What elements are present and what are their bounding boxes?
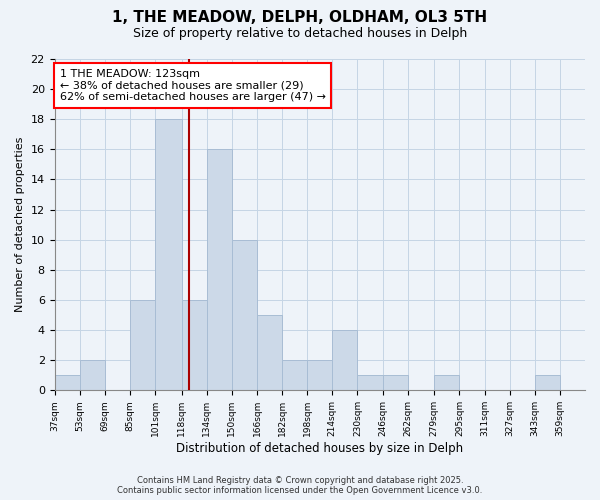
Bar — [232, 240, 257, 390]
Bar — [130, 300, 155, 390]
Bar — [358, 376, 383, 390]
Bar — [307, 360, 332, 390]
Text: 1 THE MEADOW: 123sqm
← 38% of detached houses are smaller (29)
62% of semi-detac: 1 THE MEADOW: 123sqm ← 38% of detached h… — [60, 69, 326, 102]
Y-axis label: Number of detached properties: Number of detached properties — [15, 137, 25, 312]
Bar — [257, 315, 282, 390]
Bar — [80, 360, 105, 390]
Bar — [155, 119, 182, 390]
Text: Contains HM Land Registry data © Crown copyright and database right 2025.
Contai: Contains HM Land Registry data © Crown c… — [118, 476, 482, 495]
Bar — [332, 330, 358, 390]
Bar — [383, 376, 407, 390]
Text: Size of property relative to detached houses in Delph: Size of property relative to detached ho… — [133, 28, 467, 40]
Bar — [434, 376, 460, 390]
Bar — [207, 150, 232, 390]
Bar — [535, 376, 560, 390]
Bar — [282, 360, 307, 390]
Bar — [55, 376, 80, 390]
X-axis label: Distribution of detached houses by size in Delph: Distribution of detached houses by size … — [176, 442, 463, 455]
Bar — [182, 300, 207, 390]
Text: 1, THE MEADOW, DELPH, OLDHAM, OL3 5TH: 1, THE MEADOW, DELPH, OLDHAM, OL3 5TH — [112, 10, 488, 25]
